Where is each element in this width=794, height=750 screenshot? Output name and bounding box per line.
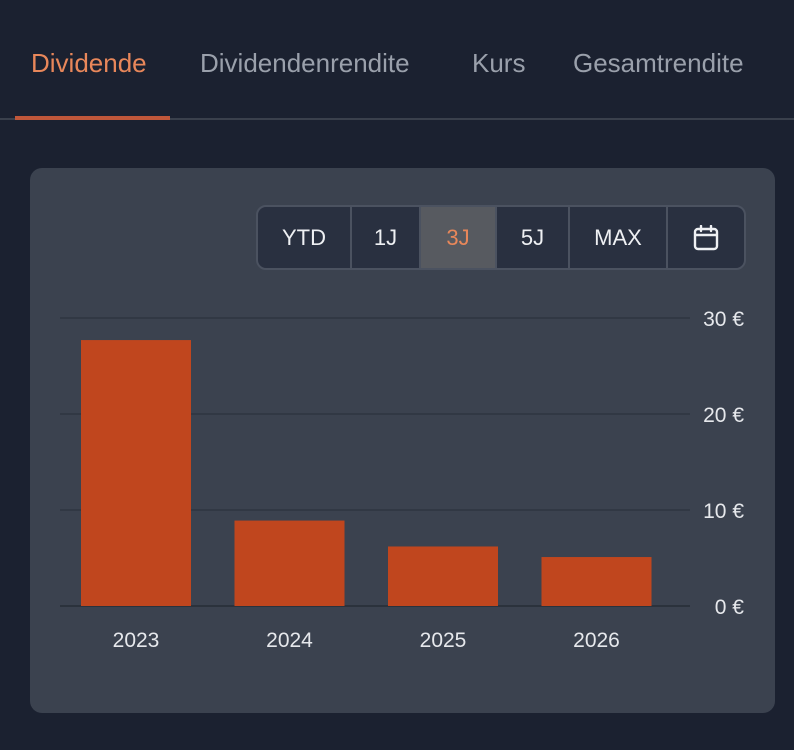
- x-tick-label: 2023: [113, 629, 160, 652]
- y-tick-label: 0 €: [715, 596, 745, 619]
- range-max-button[interactable]: MAX: [570, 207, 668, 268]
- dividend-bar-chart: 0 € 10 € 20 € 30 € 2023 2024 2025 2026: [60, 308, 745, 652]
- active-tab-indicator: [15, 116, 170, 120]
- y-tick-label: 10 €: [703, 500, 744, 523]
- bar: [81, 340, 191, 606]
- range-1j-button[interactable]: 1J: [352, 207, 421, 268]
- range-5j-button[interactable]: 5J: [497, 207, 570, 268]
- y-tick-label: 20 €: [703, 404, 744, 427]
- chart-card: YTD 1J 3J 5J MAX 0 € 10 € 20 € 30 € 2023 2024…: [30, 168, 775, 713]
- x-tick-label: 2025: [420, 629, 467, 652]
- tab-bar: Dividende Dividendenrendite Kurs Gesamtr…: [0, 0, 794, 120]
- tab-gesamtrendite[interactable]: Gesamtrendite: [573, 48, 744, 78]
- bar: [541, 557, 652, 606]
- x-tick-label: 2024: [266, 629, 313, 652]
- x-tick-label: 2026: [573, 629, 620, 652]
- range-3j-button[interactable]: 3J: [421, 207, 497, 268]
- tab-dividendenrendite[interactable]: Dividendenrendite: [200, 48, 410, 78]
- bar: [234, 520, 345, 606]
- tab-dividende[interactable]: Dividende: [31, 48, 147, 78]
- calendar-button[interactable]: [668, 207, 744, 268]
- calendar-icon: [693, 224, 719, 250]
- bar: [388, 546, 498, 606]
- range-selector: YTD 1J 3J 5J MAX: [256, 205, 746, 270]
- y-tick-label: 30 €: [703, 308, 744, 331]
- range-ytd-button[interactable]: YTD: [258, 207, 352, 268]
- tab-kurs[interactable]: Kurs: [472, 48, 526, 78]
